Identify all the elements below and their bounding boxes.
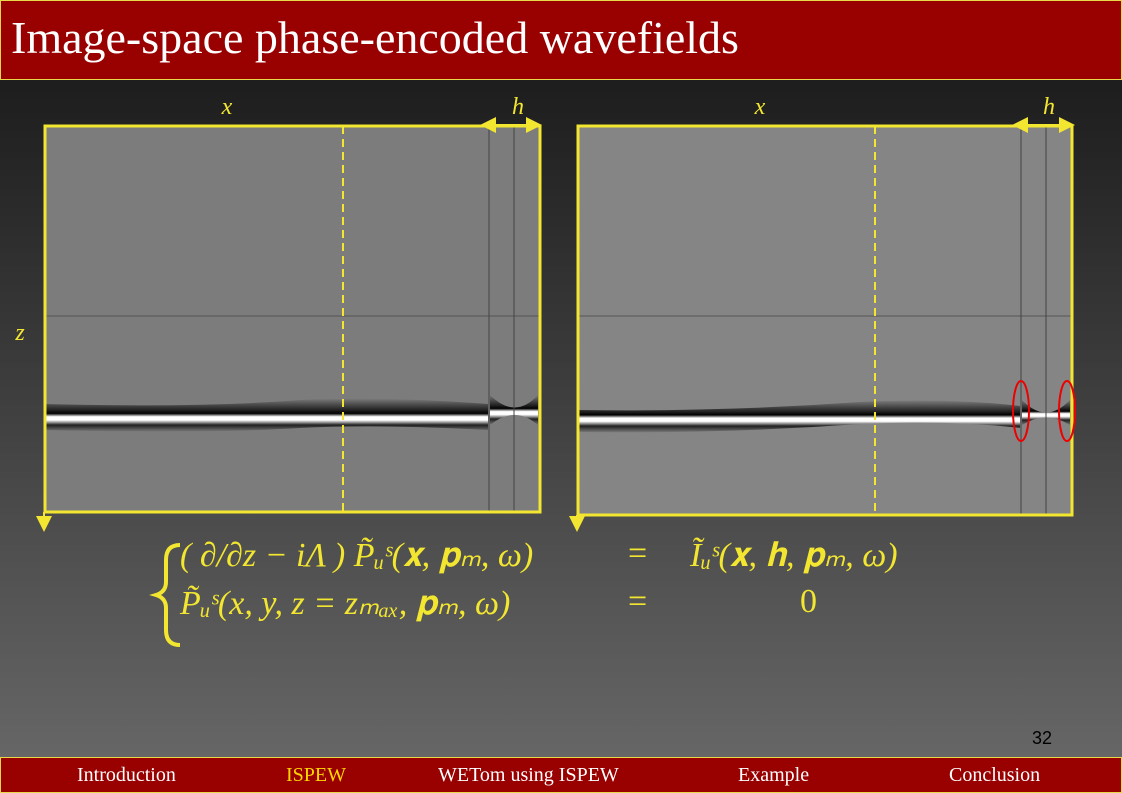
figure: x h x h z (14, 94, 1076, 647)
equation-lhs: ( ∂/∂z − iΛ ) P̃ᵤˢ(𝐱, 𝐩ₘ, ω) (180, 537, 534, 574)
nav-item[interactable]: Introduction (77, 764, 176, 786)
highlight (1012, 380, 1030, 442)
equation-lhs: P̃ᵤˢ(x, y, z = zₘₐₓ, 𝐩ₘ, ω) (180, 585, 511, 622)
equation-eq: = (628, 535, 648, 572)
panel-border (576, 124, 1074, 517)
reflector (578, 400, 1020, 433)
brace (149, 543, 181, 647)
x-label: x (221, 94, 233, 120)
equation-rhs: Ĩᵤˢ(𝐱, 𝐡, 𝐩ₘ, ω) (690, 537, 898, 574)
slide-title: Image-space phase-encoded wavefields (11, 12, 739, 63)
z-label: z (14, 320, 25, 346)
x-label: x (754, 94, 766, 120)
h-label: h (1043, 94, 1055, 120)
panel-border (43, 124, 542, 514)
footer-nav: Introduction ISPEW WETom using ISPEW Exampl… (0, 757, 1122, 793)
equation-rhs: 0 (800, 583, 817, 620)
nav-item[interactable]: WETom using ISPEW (438, 764, 619, 786)
reflector (45, 398, 488, 432)
panel (578, 126, 1072, 515)
nav-item[interactable]: ISPEW (286, 764, 346, 786)
title-bar: Image-space phase-encoded wavefields (0, 0, 1122, 80)
equation-eq: = (628, 583, 648, 620)
nav-item[interactable]: Conclusion (949, 764, 1041, 786)
panel (45, 126, 540, 512)
nav-item[interactable]: Example (738, 764, 810, 786)
h-label: h (512, 94, 524, 120)
page-number: 32 (1032, 728, 1053, 748)
highlight (1058, 380, 1076, 442)
